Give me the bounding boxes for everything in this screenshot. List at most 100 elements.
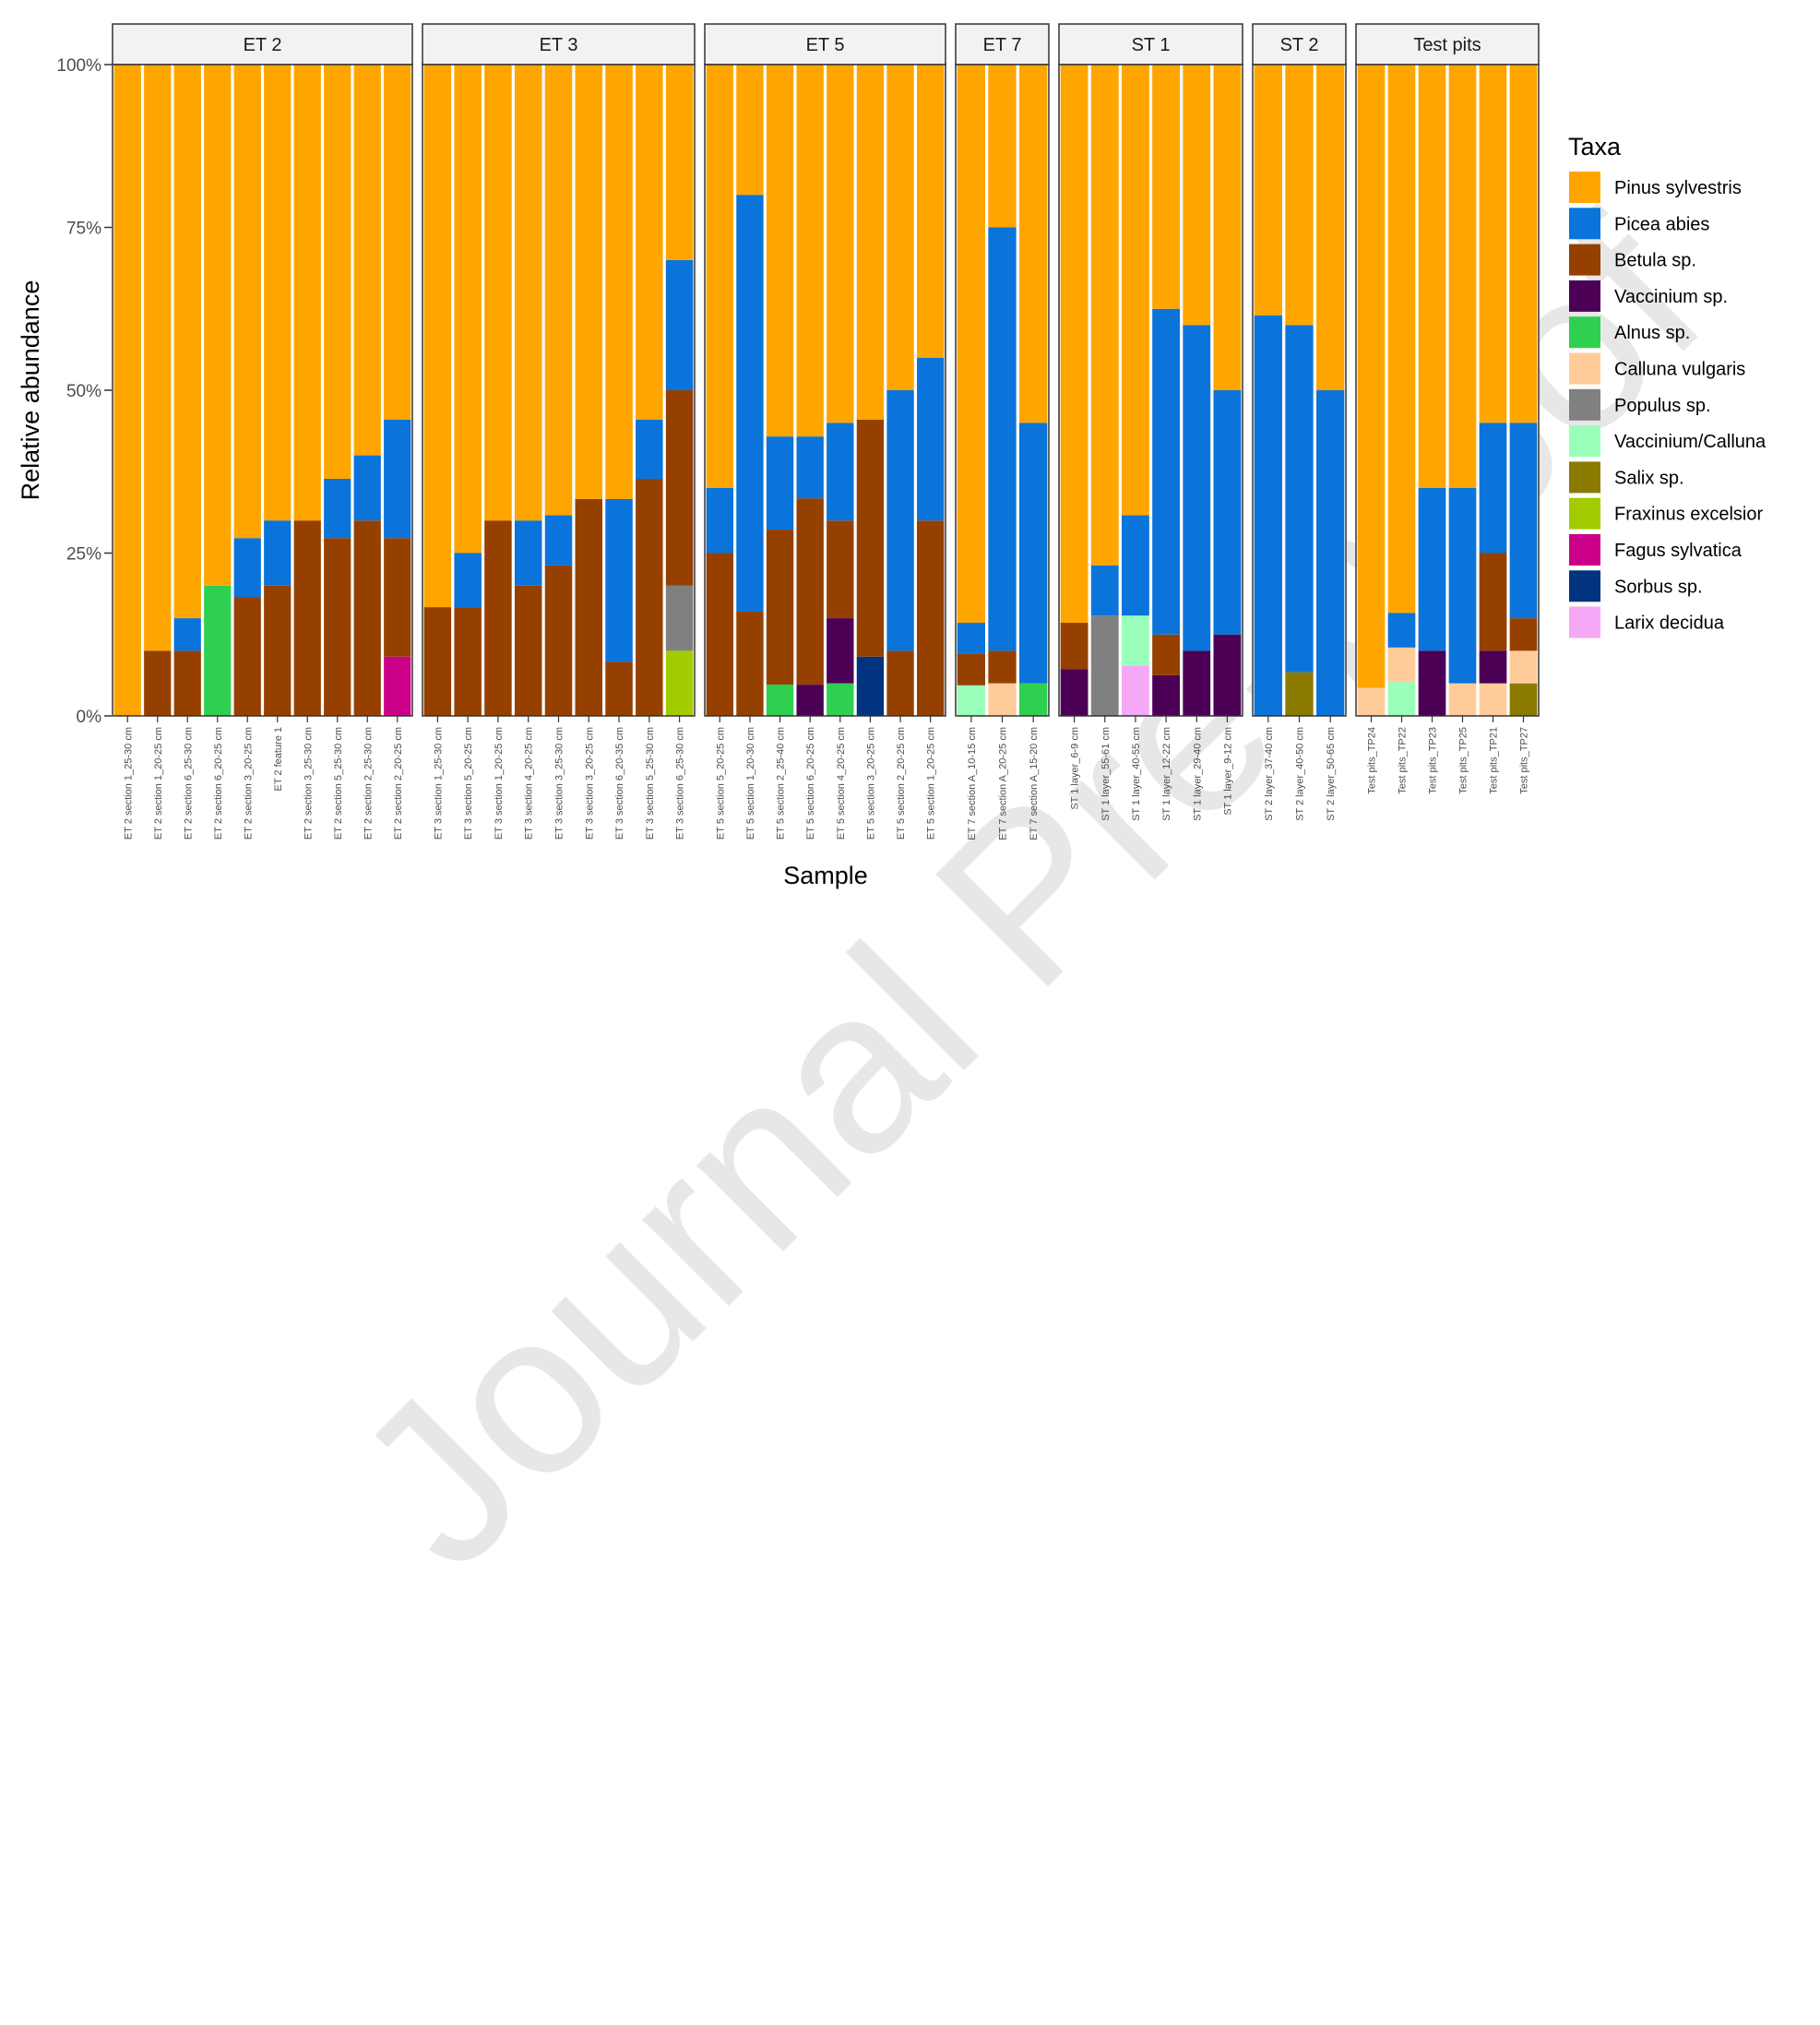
x-tick-label: ST 1 layer_40-55 cm (1131, 727, 1142, 821)
bar-segment-populus-sp (665, 585, 694, 651)
bar-segment-pinus-sylvestris (736, 65, 764, 196)
bar-segment-salix-sp (1285, 672, 1314, 716)
x-tick-label: ET 3 section 1_25-30 cm (433, 727, 444, 840)
y-tick-label-50: 50% (66, 382, 101, 401)
bar-segment-picea-abies (605, 498, 633, 662)
x-tick-label: ET 5 section 4_20-25 cm (836, 727, 847, 840)
bar-segment-picea-abies (353, 455, 381, 521)
x-tick-label: ET 2 section 2_20-25 cm (393, 727, 404, 840)
bar-segment-picea-abies (636, 419, 663, 480)
bar-segment-picea-abies (264, 520, 291, 586)
bar-segment-picea-abies (766, 436, 794, 530)
legend-swatch-calluna-vulgaris (1569, 352, 1600, 385)
legend-label-vaccinium-calluna: Vaccinium/Calluna (1614, 432, 1766, 452)
y-tick-label-75: 75% (66, 220, 101, 239)
panel-title-et-3: ET 3 (540, 35, 578, 55)
legend-label-pinus-sylvestris: Pinus sylvestris (1614, 178, 1742, 198)
x-tick-label: ET 5 section 1_20-30 cm (745, 727, 756, 840)
panel-title-et-5: ET 5 (806, 35, 845, 55)
bar-segment-pinus-sylvestris (484, 65, 512, 521)
bar-segment-calluna-vulgaris (1357, 687, 1386, 716)
bar-segment-pinus-sylvestris (1152, 65, 1181, 309)
x-tick-label: ET 5 section 2_20-25 cm (896, 727, 907, 840)
y-tick-label-0: 0% (77, 708, 102, 727)
bar-segment-betula-sp (1152, 634, 1181, 675)
bar-segment-betula-sp (264, 585, 291, 716)
x-tick-label: ST 1 layer_6-9 cm (1070, 727, 1081, 810)
bar-segment-vaccinium-calluna (1121, 615, 1149, 666)
bar-segment-picea-abies (1121, 515, 1149, 616)
bar-segment-picea-abies (886, 390, 914, 651)
bar-segment-pinus-sylvestris (605, 65, 633, 499)
bar-segment-betula-sp (1060, 623, 1088, 670)
bar-segment-picea-abies (324, 479, 351, 539)
bar-segment-pinus-sylvestris (1479, 65, 1507, 423)
bar-segment-pinus-sylvestris (1060, 65, 1088, 624)
bar-segment-pinus-sylvestris (1285, 65, 1314, 326)
x-tick-label: ET 3 section 5_20-25 cm (463, 727, 474, 840)
bar-segment-picea-abies (706, 487, 733, 554)
bar-segment-populus-sp (1090, 615, 1119, 716)
bar-segment-pinus-sylvestris (1090, 65, 1119, 566)
legend-swatch-betula-sp (1569, 244, 1600, 276)
panel-background-test-pits (1356, 65, 1539, 716)
bar-segment-betula-sp (665, 390, 694, 586)
legend-swatch-fraxinus-excelsior (1569, 497, 1600, 530)
x-tick-label: Test pits_TP21 (1489, 727, 1500, 794)
y-tick-label-25: 25% (66, 545, 101, 565)
bar-segment-picea-abies (233, 538, 261, 598)
bar-segment-vaccinium-calluna (1387, 682, 1416, 716)
bar-segment-betula-sp (988, 650, 1017, 684)
bar-segment-betula-sp (384, 538, 411, 657)
bar-segment-alnus-sp (827, 683, 854, 716)
bar-segment-betula-sp (1509, 618, 1538, 651)
bar-segment-pinus-sylvestris (1019, 65, 1048, 423)
bar-segment-betula-sp (917, 520, 945, 716)
bar-segment-pinus-sylvestris (204, 65, 232, 586)
bar-segment-betula-sp (605, 661, 633, 716)
legend-label-sorbus-sp: Sorbus sp. (1614, 577, 1703, 597)
legend-swatch-salix-sp (1569, 461, 1600, 494)
bar-segment-pinus-sylvestris (1509, 65, 1538, 423)
bar-segment-vaccinium-sp (1152, 674, 1181, 716)
bar-segment-pinus-sylvestris (1448, 65, 1477, 488)
bar-segment-vaccinium-sp (1213, 634, 1242, 716)
x-tick-label: ET 5 section 2_25-40 cm (776, 727, 787, 840)
bar-segment-vaccinium-sp (827, 618, 854, 684)
bar-segment-alnus-sp (204, 585, 232, 716)
bar-segment-calluna-vulgaris (1448, 683, 1477, 716)
bar-segment-picea-abies (514, 520, 542, 586)
bar-segment-picea-abies (1152, 308, 1181, 635)
bar-segment-calluna-vulgaris (1509, 650, 1538, 684)
bar-segment-pinus-sylvestris (293, 65, 321, 521)
panel-title-et-2: ET 2 (244, 35, 282, 55)
bar-segment-fagus-sylvatica (384, 656, 411, 716)
panel-title-st-2: ST 2 (1280, 35, 1319, 55)
x-tick-label: ET 3 section 3_25-30 cm (554, 727, 565, 840)
x-tick-label: ST 2 layer_50-65 cm (1326, 727, 1337, 821)
x-tick-label: Test pits_TP27 (1519, 727, 1530, 794)
legend-swatch-sorbus-sp (1569, 570, 1600, 602)
bar-segment-betula-sp (233, 597, 261, 716)
x-tick-label: ET 5 section 6_20-25 cm (805, 727, 816, 840)
x-tick-label: ET 5 section 1_20-25 cm (926, 727, 937, 840)
bar-segment-picea-abies (1019, 423, 1048, 684)
bar-segment-salix-sp (1509, 683, 1538, 716)
x-tick-label: ST 1 layer_55-61 cm (1100, 727, 1112, 821)
bar-segment-picea-abies (1479, 423, 1507, 554)
x-tick-label: ET 5 section 3_20-25 cm (865, 727, 876, 840)
bar-segment-betula-sp (796, 498, 824, 685)
x-tick-label: Test pits_TP22 (1398, 727, 1409, 794)
bar-segment-pinus-sylvestris (1357, 65, 1386, 688)
bar-segment-picea-abies (544, 515, 573, 566)
bar-segment-calluna-vulgaris (988, 683, 1017, 716)
x-tick-label: ET 5 section 5_20-25 cm (715, 727, 726, 840)
bar-segment-picea-abies (1418, 487, 1446, 651)
bar-segment-betula-sp (544, 565, 573, 716)
panel-strip-st-1 (1058, 23, 1243, 66)
bar-segment-betula-sp (484, 520, 512, 716)
panel-title-et-7: ET 7 (983, 35, 1022, 55)
legend-swatch-fagus-sylvatica (1569, 534, 1600, 566)
panel-title-st-1: ST 1 (1132, 35, 1171, 55)
y-tick-label-100: 100% (56, 56, 101, 76)
